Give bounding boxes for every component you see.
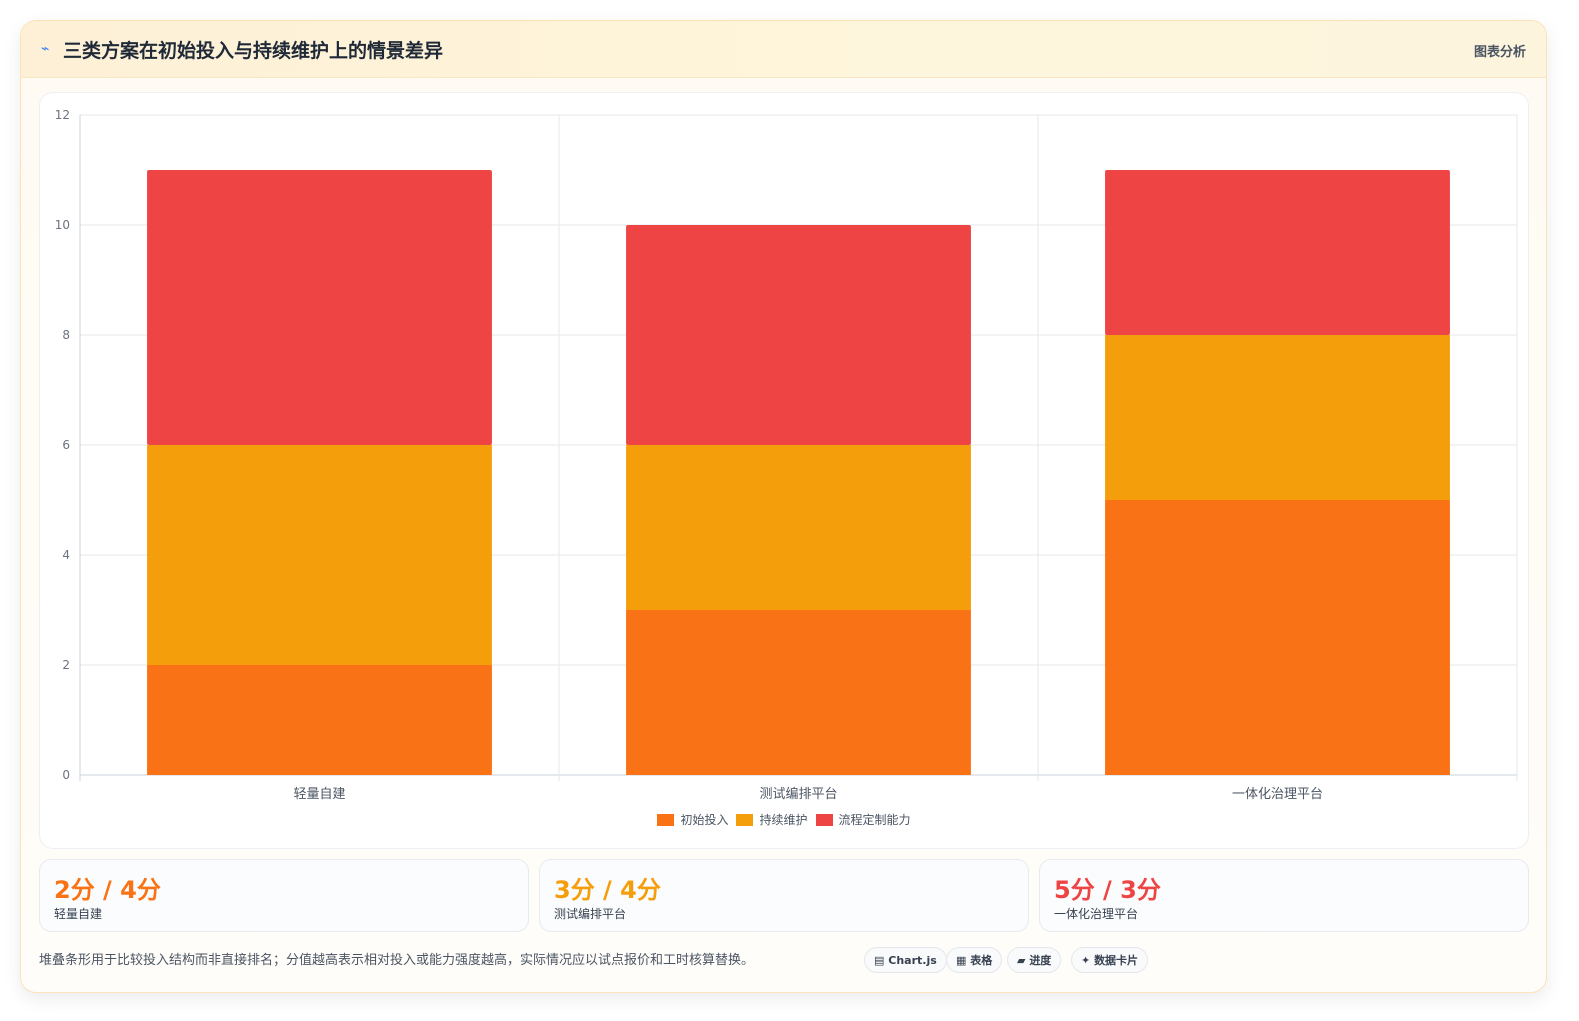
chart-icon: ▤ [874,954,885,967]
tag-label: 进度 [1029,954,1052,967]
x-tick-label: 轻量自建 [293,787,345,802]
stat-card-2: 3分 / 4分 测试编排平台 [539,859,1029,932]
legend-item[interactable]: 持续维护 [736,811,808,828]
stat-value: 5分 / 3分 [1054,876,1161,904]
bar-segment [1105,500,1450,775]
header-tag: 图表分析 [1473,45,1526,60]
stat-label: 测试编排平台 [554,907,627,921]
tag-table[interactable]: ▦ 表格 [946,947,1003,973]
stat-card-3: 5分 / 3分 一体化治理平台 [1039,859,1529,932]
chart-line-icon: ⌁ [41,41,50,57]
tag-label: Chart.js [888,954,937,967]
stat-value: 2分 / 4分 [54,876,161,904]
table-icon: ▦ [956,954,967,967]
chart-area: 0 2 4 6 8 10 12 轻量自建 测试编排平台 一体化治理平台 初始投入 持续维护 流程定制能… [39,92,1529,849]
bar-segment [626,445,971,610]
stat-card-1: 2分 / 4分 轻量自建 [39,859,529,932]
legend-swatch [657,813,675,826]
y-tick-label: 2 [62,658,70,672]
legend-swatch [736,813,754,826]
bar-segment [147,170,492,445]
chart-card: ⌁ 三类方案在初始投入与持续维护上的情景差异 图表分析 0 2 4 6 8 10 12 轻量自… [20,20,1547,993]
bar-segment [1105,170,1450,335]
bar-segment [626,225,971,445]
y-tick-label: 10 [55,218,70,232]
legend-item[interactable]: 流程定制能力 [815,811,911,828]
footnote: 堆叠条形用于比较投入结构而非直接排名；分值越高表示相对投入或能力强度越高，实际情… [39,953,755,968]
bar-segment [1105,335,1450,500]
legend-label: 持续维护 [759,813,808,827]
tag-data-card[interactable]: ✦ 数据卡片 [1071,947,1149,973]
y-tick-label: 0 [62,768,70,782]
chart-title: 三类方案在初始投入与持续维护上的情景差异 [63,40,444,62]
legend-item[interactable]: 初始投入 [657,811,728,828]
bar-segment [147,445,492,665]
chart-legend: 初始投入 持续维护 流程定制能力 [40,811,1528,829]
legend-label: 初始投入 [680,813,729,827]
stat-label: 一体化治理平台 [1054,907,1139,921]
x-tick-label: 一体化治理平台 [1232,787,1323,802]
stat-label: 轻量自建 [54,907,103,921]
bar-segment [626,610,971,775]
sparkle-icon: ✦ [1081,954,1091,967]
tag-label: 表格 [970,954,993,967]
card-header: ⌁ 三类方案在初始投入与持续维护上的情景差异 图表分析 [21,21,1546,78]
bar-segment [147,665,492,775]
x-tick-label: 测试编排平台 [759,787,837,802]
progress-icon: ▰ [1017,954,1026,967]
tag-label: 数据卡片 [1094,954,1139,967]
legend-label: 流程定制能力 [838,813,911,827]
tag-progress[interactable]: ▰ 进度 [1007,947,1062,973]
stat-value: 3分 / 4分 [554,876,661,904]
y-tick-label: 6 [62,438,70,452]
y-tick-label: 8 [62,328,70,342]
y-tick-label: 4 [62,548,70,562]
tag-chartjs[interactable]: ▤ Chart.js [864,947,947,973]
stacked-bar-chart: 0 2 4 6 8 10 12 轻量自建 测试编排平台 一体化治理平台 [55,108,1518,802]
legend-swatch [815,813,833,826]
y-tick-label: 12 [55,108,70,122]
